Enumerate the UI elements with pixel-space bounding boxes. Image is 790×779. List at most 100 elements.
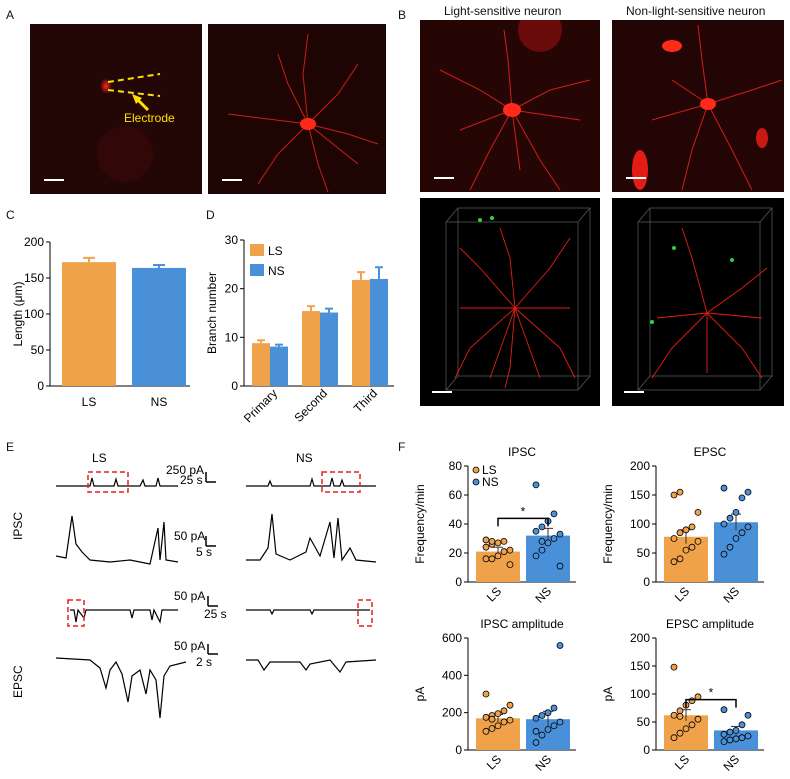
data-point <box>688 523 696 531</box>
data-point <box>544 726 552 733</box>
data-point <box>532 527 540 535</box>
dendrite-tracing <box>651 227 768 379</box>
data-point <box>676 707 684 715</box>
panel-letter-f: F <box>398 440 406 454</box>
data-point <box>550 510 558 518</box>
soma <box>300 118 316 130</box>
ls-neuron-image <box>420 20 600 192</box>
y-tick-label: 100 <box>630 687 650 701</box>
y-tick-label: 0 <box>455 575 462 589</box>
bounding-box <box>445 207 591 391</box>
bar-ls <box>664 536 708 582</box>
legend-swatch <box>250 244 264 256</box>
data-point <box>544 539 552 547</box>
bar-ns <box>132 267 186 386</box>
chart-title: IPSC <box>508 445 536 459</box>
data-point <box>738 721 746 729</box>
y-axis-label: pA <box>601 687 615 702</box>
y-tick-label: 80 <box>449 459 463 473</box>
significance-marker: * <box>709 686 714 700</box>
scale-ipsc-top-x: 25 s <box>180 473 203 487</box>
data-point <box>738 494 746 502</box>
bar-ls-second <box>302 311 320 386</box>
data-point <box>532 552 540 560</box>
epsc-ns-zoom-trace <box>246 659 377 674</box>
arrow-icon <box>132 94 142 104</box>
data-point <box>506 546 514 554</box>
data-point <box>538 731 546 739</box>
data-point <box>676 555 684 563</box>
data-point <box>694 715 702 723</box>
electrode-image-svg: Electrode <box>30 24 202 194</box>
data-point <box>556 562 564 570</box>
electrode-label: Electrode <box>124 111 175 125</box>
x-tick-label: LS <box>484 584 504 604</box>
chart-title: IPSC amplitude <box>480 617 564 631</box>
data-point <box>732 509 740 516</box>
bar-ls-primary <box>252 343 270 386</box>
y-axis-label: pA <box>413 687 427 702</box>
data-point <box>506 716 514 724</box>
y-tick-label: 150 <box>630 659 650 673</box>
data-point <box>482 536 490 544</box>
data-point <box>556 718 564 726</box>
y-tick-label: 0 <box>231 379 238 393</box>
data-point <box>744 711 752 719</box>
col-title-ns: Non-light-sensitive neuron <box>626 4 766 18</box>
data-point <box>488 555 496 563</box>
data-point <box>550 535 558 542</box>
data-point <box>494 539 502 547</box>
ipsc-ns-raw-trace <box>246 476 376 487</box>
soma <box>700 98 716 110</box>
data-point <box>532 727 540 735</box>
data-point <box>556 642 564 649</box>
scale-ipsc-zoom-x: 5 s <box>196 545 212 559</box>
y-axis-label: Frequency/min <box>601 484 615 563</box>
y-tick-label: 150 <box>630 488 650 502</box>
significance-bracket <box>685 698 737 708</box>
panel-e-traces: LS NS IPSC EPSC 250 pA 25 s 50 pA 5 s 50… <box>11 451 377 719</box>
data-point <box>488 725 496 732</box>
data-point <box>738 734 746 742</box>
data-point <box>688 721 696 729</box>
chart-title: EPSC <box>694 445 727 459</box>
y-tick-label: 200 <box>630 459 650 473</box>
ipsc-ns-zoom-trace <box>246 513 377 563</box>
dendrite-tracing <box>454 227 576 389</box>
ns-3d-svg <box>612 198 784 406</box>
soma <box>503 103 521 117</box>
data-point <box>676 713 684 720</box>
data-point <box>732 535 740 542</box>
legend-label: NS <box>482 475 499 489</box>
ipsc-ls-zoom-trace <box>55 515 179 565</box>
data-point <box>482 543 490 551</box>
data-point <box>670 663 678 671</box>
bar-ns-second <box>320 312 338 386</box>
y-tick-label: 0 <box>643 743 650 757</box>
cell-soma <box>100 78 112 94</box>
ls-3d-reconstruction <box>420 198 600 406</box>
x-tick-label: Primary <box>241 386 280 425</box>
bar-ns-third <box>370 278 388 386</box>
y-tick-label: 200 <box>442 706 462 720</box>
data-point <box>670 491 678 499</box>
data-point <box>482 555 490 563</box>
y-tick-label: 200 <box>24 235 44 249</box>
data-point <box>488 715 496 723</box>
data-point <box>744 488 752 496</box>
data-point <box>506 701 514 709</box>
bar-ns <box>714 522 758 582</box>
electrode-outline-top <box>107 73 161 83</box>
electrode-outline-bottom <box>107 89 161 97</box>
y-axis-label: Frequency/min <box>413 484 427 563</box>
data-point <box>732 727 740 734</box>
data-point <box>550 704 558 712</box>
x-tick-label: NS <box>532 752 554 774</box>
scale-epsc-top-y: 50 pA <box>174 589 205 603</box>
col-title-ls: Light-sensitive neuron <box>444 4 562 18</box>
data-point <box>676 729 684 737</box>
significance-marker: * <box>521 504 526 518</box>
chart-f-epsc: EPSC 0 50 100 150 200 Frequency/min LS NS <box>601 445 764 606</box>
legend-label: LS <box>268 244 283 258</box>
data-point <box>670 734 678 742</box>
